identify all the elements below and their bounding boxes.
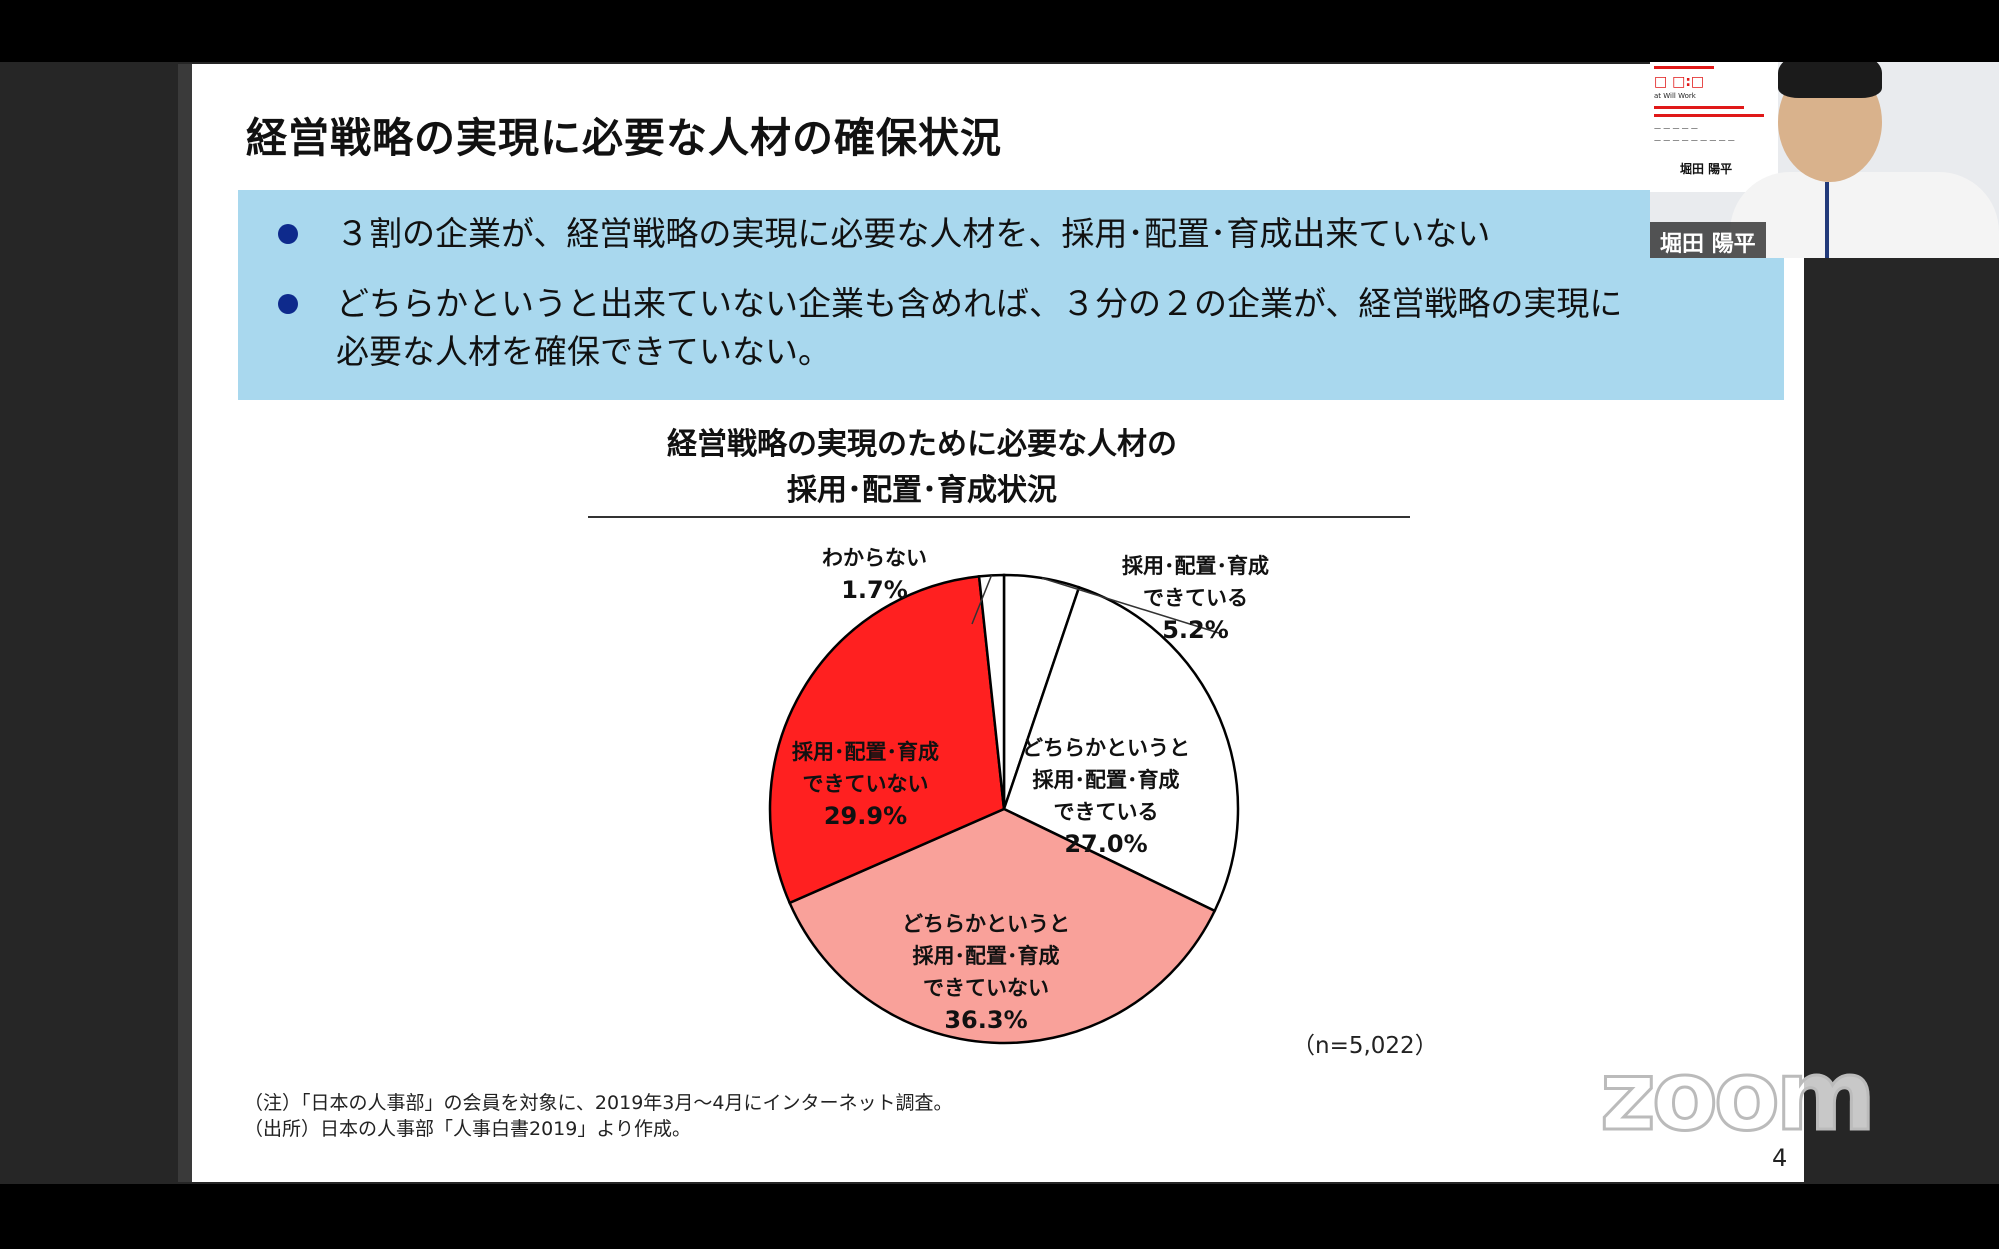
participant-hair <box>1778 62 1882 98</box>
slide-title: 経営戦略の実現に必要な人材の確保状況 <box>246 114 1002 162</box>
pie-label-slice-1: どちらかというと 採用･配置･育成 できている 27.0% <box>1022 736 1190 858</box>
source-text: （出所）日本の人事部「人事白書2019」より作成。 <box>244 1118 691 1140</box>
video-background-banner: □ □:□ at Will Work — — — — — — — — — — —… <box>1650 62 1778 192</box>
pie-label-slice-2: どちらかというと 採用･配置･育成 できていない 36.3% <box>902 912 1070 1034</box>
summary-box: ３割の企業が、経営戦略の実現に必要な人材を、採用･配置･育成出来ていない どちら… <box>238 190 1784 400</box>
participant-body <box>1730 172 1999 258</box>
chart-title: 経営戦略の実現のために必要な人材の 採用･配置･育成状況 <box>552 422 1292 514</box>
note-text: （注）「日本の人事部」の会員を対象に、2019年3月～4月にインターネット調査。 <box>244 1092 953 1114</box>
pie-slice-3 <box>768 574 1006 905</box>
bullet-text: ３割の企業が、経営戦略の実現に必要な人材を、採用･配置･育成出来ていない <box>336 214 1491 253</box>
pie-label-slice-0: 採用･配置･育成 できている 5.2% <box>1122 554 1269 644</box>
shared-slide: 経営戦略の実現に必要な人材の確保状況 ３割の企業が、経営戦略の実現に必要な人材を… <box>178 64 1804 1182</box>
participant-video-tile[interactable]: □ □:□ at Will Work — — — — — — — — — — —… <box>1650 62 1999 258</box>
bullet-text-line: どちらかというと出来ていない企業も含めれば、３分の２の企業が、経営戦略の実現に <box>336 284 1623 323</box>
pie-slice-2 <box>787 807 1217 1045</box>
zoom-watermark: zoom <box>1599 1039 1878 1154</box>
chart-title-line: 経営戦略の実現のために必要な人材の <box>667 427 1177 462</box>
pie-chart <box>768 573 1240 1045</box>
footnotes: （注）「日本の人事部」の会員を対象に、2019年3月～4月にインターネット調査。… <box>244 1090 952 1142</box>
participant-name-label: 堀田 陽平 <box>1650 222 1766 258</box>
lanyard <box>1825 182 1829 258</box>
bullet-dot-icon <box>278 294 298 314</box>
page-number: 4 <box>1772 1144 1788 1172</box>
leader-line-0 <box>1041 577 1223 635</box>
pie-label-slice-3: 採用･配置･育成 できていない 29.9% <box>792 740 939 830</box>
pie-slice-1 <box>1002 585 1240 913</box>
chart-title-rule <box>588 516 1410 518</box>
bullet-text-line: 必要な人材を確保できていない。 <box>336 332 831 371</box>
chart-title-line: 採用･配置･育成状況 <box>787 473 1057 508</box>
leader-line-4 <box>971 575 993 625</box>
bullet-dot-icon <box>278 224 298 244</box>
sample-size-label: （n=5,022） <box>1292 1033 1438 1059</box>
pie-label-slice-4: わからない 1.7% <box>822 546 927 604</box>
bullet-text: どちらかというと出来ていない企業も含めれば、３分の２の企業が、経営戦略の実現に … <box>336 280 1622 376</box>
